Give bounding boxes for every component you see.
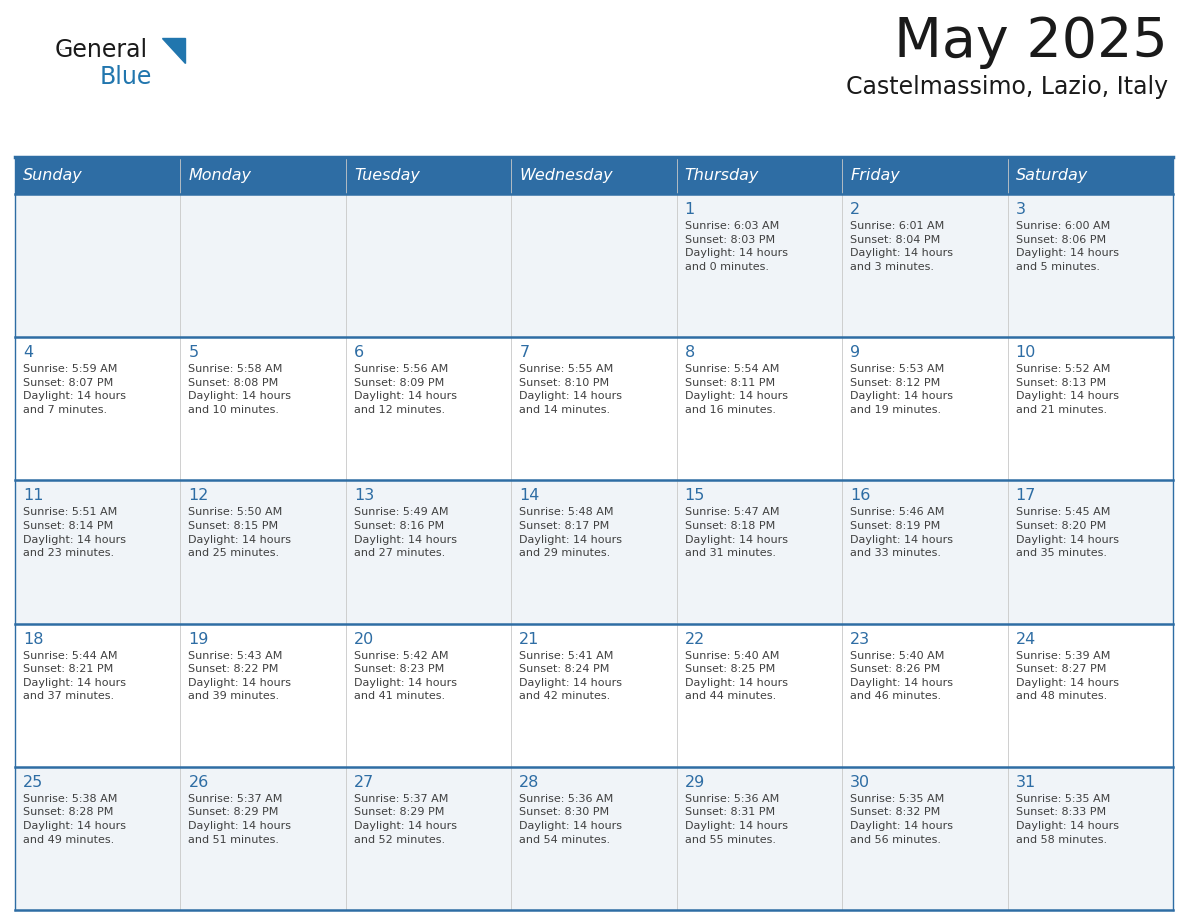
Text: 3: 3 [1016,202,1025,217]
Text: Sunrise: 5:35 AM
Sunset: 8:33 PM
Daylight: 14 hours
and 58 minutes.: Sunrise: 5:35 AM Sunset: 8:33 PM Dayligh… [1016,794,1119,845]
Text: 19: 19 [189,632,209,646]
Text: Sunrise: 5:44 AM
Sunset: 8:21 PM
Daylight: 14 hours
and 37 minutes.: Sunrise: 5:44 AM Sunset: 8:21 PM Dayligh… [23,651,126,701]
Text: Sunrise: 5:42 AM
Sunset: 8:23 PM
Daylight: 14 hours
and 41 minutes.: Sunrise: 5:42 AM Sunset: 8:23 PM Dayligh… [354,651,457,701]
Text: Sunrise: 5:49 AM
Sunset: 8:16 PM
Daylight: 14 hours
and 27 minutes.: Sunrise: 5:49 AM Sunset: 8:16 PM Dayligh… [354,508,457,558]
Text: Castelmassimo, Lazio, Italy: Castelmassimo, Lazio, Italy [846,75,1168,99]
Polygon shape [162,38,185,63]
Bar [677,157,842,194]
Text: Wednesday: Wednesday [519,168,613,183]
Text: 30: 30 [851,775,871,789]
Text: Sunrise: 5:52 AM
Sunset: 8:13 PM
Daylight: 14 hours
and 21 minutes.: Sunrise: 5:52 AM Sunset: 8:13 PM Dayligh… [1016,364,1119,415]
Text: 5: 5 [189,345,198,360]
Text: Sunrise: 5:53 AM
Sunset: 8:12 PM
Daylight: 14 hours
and 19 minutes.: Sunrise: 5:53 AM Sunset: 8:12 PM Dayligh… [851,364,953,415]
Text: 28: 28 [519,775,539,789]
Text: Sunrise: 6:03 AM
Sunset: 8:03 PM
Daylight: 14 hours
and 0 minutes.: Sunrise: 6:03 AM Sunset: 8:03 PM Dayligh… [684,221,788,272]
Text: Sunrise: 5:36 AM
Sunset: 8:31 PM
Daylight: 14 hours
and 55 minutes.: Sunrise: 5:36 AM Sunset: 8:31 PM Dayligh… [684,794,788,845]
Text: 23: 23 [851,632,871,646]
Text: Sunrise: 5:50 AM
Sunset: 8:15 PM
Daylight: 14 hours
and 25 minutes.: Sunrise: 5:50 AM Sunset: 8:15 PM Dayligh… [189,508,291,558]
Text: 4: 4 [23,345,33,360]
Text: 17: 17 [1016,488,1036,503]
Text: Sunrise: 5:41 AM
Sunset: 8:24 PM
Daylight: 14 hours
and 42 minutes.: Sunrise: 5:41 AM Sunset: 8:24 PM Dayligh… [519,651,623,701]
Text: Friday: Friday [851,168,899,183]
Text: 11: 11 [23,488,44,503]
Bar [842,157,1007,194]
Text: Sunrise: 5:55 AM
Sunset: 8:10 PM
Daylight: 14 hours
and 14 minutes.: Sunrise: 5:55 AM Sunset: 8:10 PM Dayligh… [519,364,623,415]
Bar [15,623,1173,767]
Text: 15: 15 [684,488,706,503]
Text: 12: 12 [189,488,209,503]
Bar [15,157,181,194]
Text: Sunrise: 5:39 AM
Sunset: 8:27 PM
Daylight: 14 hours
and 48 minutes.: Sunrise: 5:39 AM Sunset: 8:27 PM Dayligh… [1016,651,1119,701]
Text: Sunrise: 5:46 AM
Sunset: 8:19 PM
Daylight: 14 hours
and 33 minutes.: Sunrise: 5:46 AM Sunset: 8:19 PM Dayligh… [851,508,953,558]
Text: Sunrise: 5:37 AM
Sunset: 8:29 PM
Daylight: 14 hours
and 52 minutes.: Sunrise: 5:37 AM Sunset: 8:29 PM Dayligh… [354,794,457,845]
Text: Sunday: Sunday [23,168,83,183]
Text: 24: 24 [1016,632,1036,646]
Text: 6: 6 [354,345,364,360]
Text: 26: 26 [189,775,209,789]
Text: Tuesday: Tuesday [354,168,419,183]
Text: May 2025: May 2025 [895,15,1168,69]
Text: Sunrise: 5:48 AM
Sunset: 8:17 PM
Daylight: 14 hours
and 29 minutes.: Sunrise: 5:48 AM Sunset: 8:17 PM Dayligh… [519,508,623,558]
Text: 29: 29 [684,775,704,789]
Text: Sunrise: 5:35 AM
Sunset: 8:32 PM
Daylight: 14 hours
and 56 minutes.: Sunrise: 5:35 AM Sunset: 8:32 PM Dayligh… [851,794,953,845]
Text: Thursday: Thursday [684,168,759,183]
Text: 22: 22 [684,632,704,646]
Text: Sunrise: 5:37 AM
Sunset: 8:29 PM
Daylight: 14 hours
and 51 minutes.: Sunrise: 5:37 AM Sunset: 8:29 PM Dayligh… [189,794,291,845]
Text: Sunrise: 5:58 AM
Sunset: 8:08 PM
Daylight: 14 hours
and 10 minutes.: Sunrise: 5:58 AM Sunset: 8:08 PM Dayligh… [189,364,291,415]
Text: Blue: Blue [100,65,152,89]
Bar [15,767,1173,910]
Text: Sunrise: 5:54 AM
Sunset: 8:11 PM
Daylight: 14 hours
and 16 minutes.: Sunrise: 5:54 AM Sunset: 8:11 PM Dayligh… [684,364,788,415]
Text: 14: 14 [519,488,539,503]
Text: 25: 25 [23,775,43,789]
Text: #1a1a1a: #1a1a1a [61,49,67,50]
Text: Sunrise: 5:59 AM
Sunset: 8:07 PM
Daylight: 14 hours
and 7 minutes.: Sunrise: 5:59 AM Sunset: 8:07 PM Dayligh… [23,364,126,415]
Text: Sunrise: 6:00 AM
Sunset: 8:06 PM
Daylight: 14 hours
and 5 minutes.: Sunrise: 6:00 AM Sunset: 8:06 PM Dayligh… [1016,221,1119,272]
Bar [15,337,1173,480]
Text: 13: 13 [354,488,374,503]
Text: 2: 2 [851,202,860,217]
Text: 7: 7 [519,345,530,360]
Bar [511,157,677,194]
Text: 9: 9 [851,345,860,360]
Text: Monday: Monday [189,168,252,183]
Text: Sunrise: 5:36 AM
Sunset: 8:30 PM
Daylight: 14 hours
and 54 minutes.: Sunrise: 5:36 AM Sunset: 8:30 PM Dayligh… [519,794,623,845]
Text: 1: 1 [684,202,695,217]
Text: 21: 21 [519,632,539,646]
Text: Sunrise: 5:56 AM
Sunset: 8:09 PM
Daylight: 14 hours
and 12 minutes.: Sunrise: 5:56 AM Sunset: 8:09 PM Dayligh… [354,364,457,415]
Text: 10: 10 [1016,345,1036,360]
Bar [346,157,511,194]
Text: Sunrise: 5:47 AM
Sunset: 8:18 PM
Daylight: 14 hours
and 31 minutes.: Sunrise: 5:47 AM Sunset: 8:18 PM Dayligh… [684,508,788,558]
Text: Sunrise: 5:40 AM
Sunset: 8:25 PM
Daylight: 14 hours
and 44 minutes.: Sunrise: 5:40 AM Sunset: 8:25 PM Dayligh… [684,651,788,701]
Text: Sunrise: 5:38 AM
Sunset: 8:28 PM
Daylight: 14 hours
and 49 minutes.: Sunrise: 5:38 AM Sunset: 8:28 PM Dayligh… [23,794,126,845]
Text: 8: 8 [684,345,695,360]
Text: 20: 20 [354,632,374,646]
Text: Sunrise: 5:45 AM
Sunset: 8:20 PM
Daylight: 14 hours
and 35 minutes.: Sunrise: 5:45 AM Sunset: 8:20 PM Dayligh… [1016,508,1119,558]
Text: 27: 27 [354,775,374,789]
Text: Sunrise: 6:01 AM
Sunset: 8:04 PM
Daylight: 14 hours
and 3 minutes.: Sunrise: 6:01 AM Sunset: 8:04 PM Dayligh… [851,221,953,272]
Text: 18: 18 [23,632,44,646]
Text: Sunrise: 5:51 AM
Sunset: 8:14 PM
Daylight: 14 hours
and 23 minutes.: Sunrise: 5:51 AM Sunset: 8:14 PM Dayligh… [23,508,126,558]
Text: 31: 31 [1016,775,1036,789]
Text: General: General [55,38,148,62]
Bar [1007,157,1173,194]
Text: 16: 16 [851,488,871,503]
Text: Sunrise: 5:40 AM
Sunset: 8:26 PM
Daylight: 14 hours
and 46 minutes.: Sunrise: 5:40 AM Sunset: 8:26 PM Dayligh… [851,651,953,701]
Text: Saturday: Saturday [1016,168,1088,183]
Bar [181,157,346,194]
Bar [15,194,1173,337]
Text: Sunrise: 5:43 AM
Sunset: 8:22 PM
Daylight: 14 hours
and 39 minutes.: Sunrise: 5:43 AM Sunset: 8:22 PM Dayligh… [189,651,291,701]
Bar [15,480,1173,623]
